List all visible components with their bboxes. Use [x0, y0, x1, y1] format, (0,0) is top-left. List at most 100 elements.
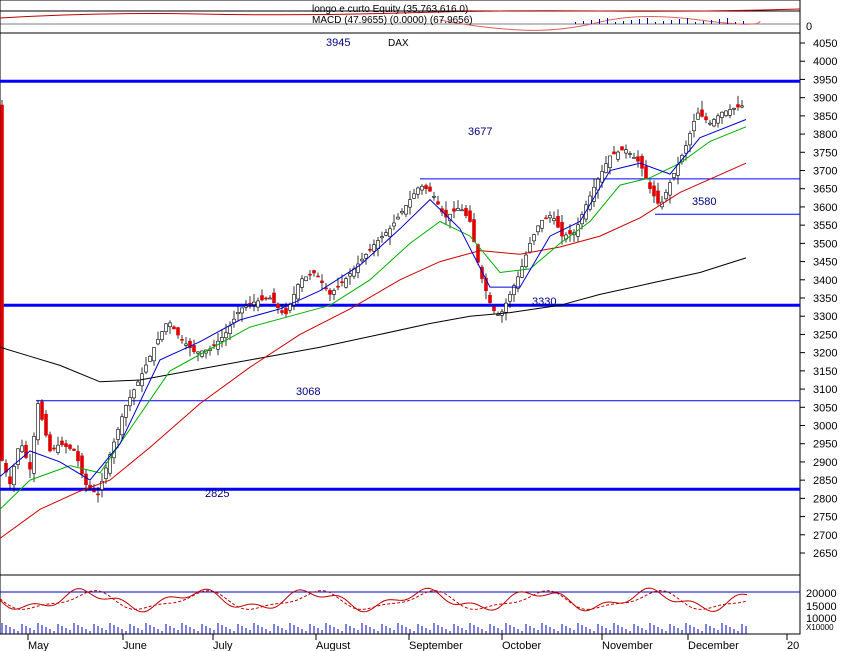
month-axis: May June July August September October Novembe… [0, 633, 800, 651]
candle-body [136, 381, 140, 386]
candle-body [396, 216, 400, 220]
candle-body [148, 355, 152, 362]
month-label: October [502, 640, 541, 651]
candle-body [132, 389, 136, 399]
candle-body [104, 467, 108, 479]
y-tick-label: 3100 [813, 384, 837, 396]
candle-body [548, 215, 552, 219]
candle-body [180, 339, 184, 341]
volume-tick-x10000: X10000 [806, 623, 834, 632]
candle-body [524, 254, 528, 268]
candle-body [528, 243, 532, 253]
candle-body [460, 209, 464, 212]
candle-body [480, 266, 484, 279]
candle-body [388, 228, 392, 237]
candle-body [436, 201, 440, 205]
candle-body [4, 462, 8, 473]
candle-body [456, 208, 460, 211]
candle-body [52, 447, 56, 450]
y-tick-label: 2700 [813, 530, 837, 542]
candle-body [512, 285, 516, 296]
candle-body [600, 171, 604, 183]
candle-body [196, 351, 200, 354]
candle-body [272, 292, 276, 304]
candle-body [160, 331, 164, 340]
y-tick-label: 3750 [813, 147, 837, 159]
level-label: 3580 [692, 196, 716, 208]
candle-body [292, 294, 296, 306]
candle-body [452, 208, 456, 212]
candle-body [168, 322, 172, 328]
y-tick-label: 3600 [813, 202, 837, 214]
candle-body [100, 481, 104, 490]
macd-axis-label: 0 [806, 21, 812, 33]
macd-bar [583, 21, 584, 24]
candle-body [664, 192, 668, 200]
y-tick-label: 2800 [813, 493, 837, 505]
candle-body [356, 263, 360, 273]
macd-bar [591, 20, 592, 24]
candle-body [120, 416, 124, 436]
candle-body [296, 284, 300, 300]
ma-long-line [0, 257, 747, 383]
candle-body [628, 153, 632, 155]
header-line-2: MACD (47.9655) (0.0000) (67.9656) [312, 15, 473, 26]
month-label: June [123, 640, 147, 651]
candle-body [652, 185, 656, 197]
candle-body [152, 347, 156, 362]
candle-body [696, 112, 700, 120]
candle-body [60, 440, 64, 445]
candle-body [736, 104, 740, 108]
candle-body [484, 277, 488, 292]
candle-body [16, 448, 20, 465]
candle-body [372, 244, 376, 252]
candle-body [580, 214, 584, 225]
candle-body [124, 405, 128, 418]
macd-bar [647, 18, 648, 24]
candle-body [256, 300, 260, 308]
y-tick-label: 3150 [813, 366, 837, 378]
candle-body [188, 340, 192, 349]
header-line-1: longo e curto Equity (35,763,616.0) [312, 4, 468, 15]
y-tick-label: 3050 [813, 402, 837, 414]
candle-body [668, 182, 672, 196]
macd-bar [623, 21, 624, 24]
candle-body [164, 323, 168, 333]
candle-body [316, 275, 320, 278]
candle-body [684, 145, 688, 154]
candle-body [552, 218, 556, 222]
candle-body [24, 444, 28, 458]
candle-body [384, 232, 388, 236]
candle-body [336, 285, 340, 288]
candle-body [364, 253, 368, 259]
candle-body [244, 305, 248, 308]
candle-body [520, 266, 524, 278]
level-label: 3945 [326, 37, 350, 49]
macd-bar [695, 22, 696, 24]
y-tick-label: 4050 [813, 38, 837, 50]
candle-body [648, 182, 652, 190]
candle-body [344, 278, 348, 288]
candle-body [40, 401, 44, 420]
candle-body [240, 307, 244, 314]
macd-bar [639, 19, 640, 24]
candle-body [192, 345, 196, 352]
candle-body [20, 445, 24, 453]
candle-body [64, 443, 68, 447]
candle-body [428, 186, 432, 192]
candle-body [408, 199, 412, 208]
candle-body [184, 343, 188, 346]
macd-bar [711, 20, 712, 24]
y-tick-label: 2650 [813, 548, 837, 560]
candle-body [540, 219, 544, 229]
candle-body [536, 225, 540, 233]
candle-body [280, 310, 284, 313]
candle-body [284, 307, 288, 315]
candle-body [504, 302, 508, 313]
candle-body [260, 295, 264, 301]
macd-bar [599, 19, 600, 24]
candle-body [172, 326, 176, 330]
candle-body [472, 219, 476, 243]
candle-body [76, 451, 80, 462]
